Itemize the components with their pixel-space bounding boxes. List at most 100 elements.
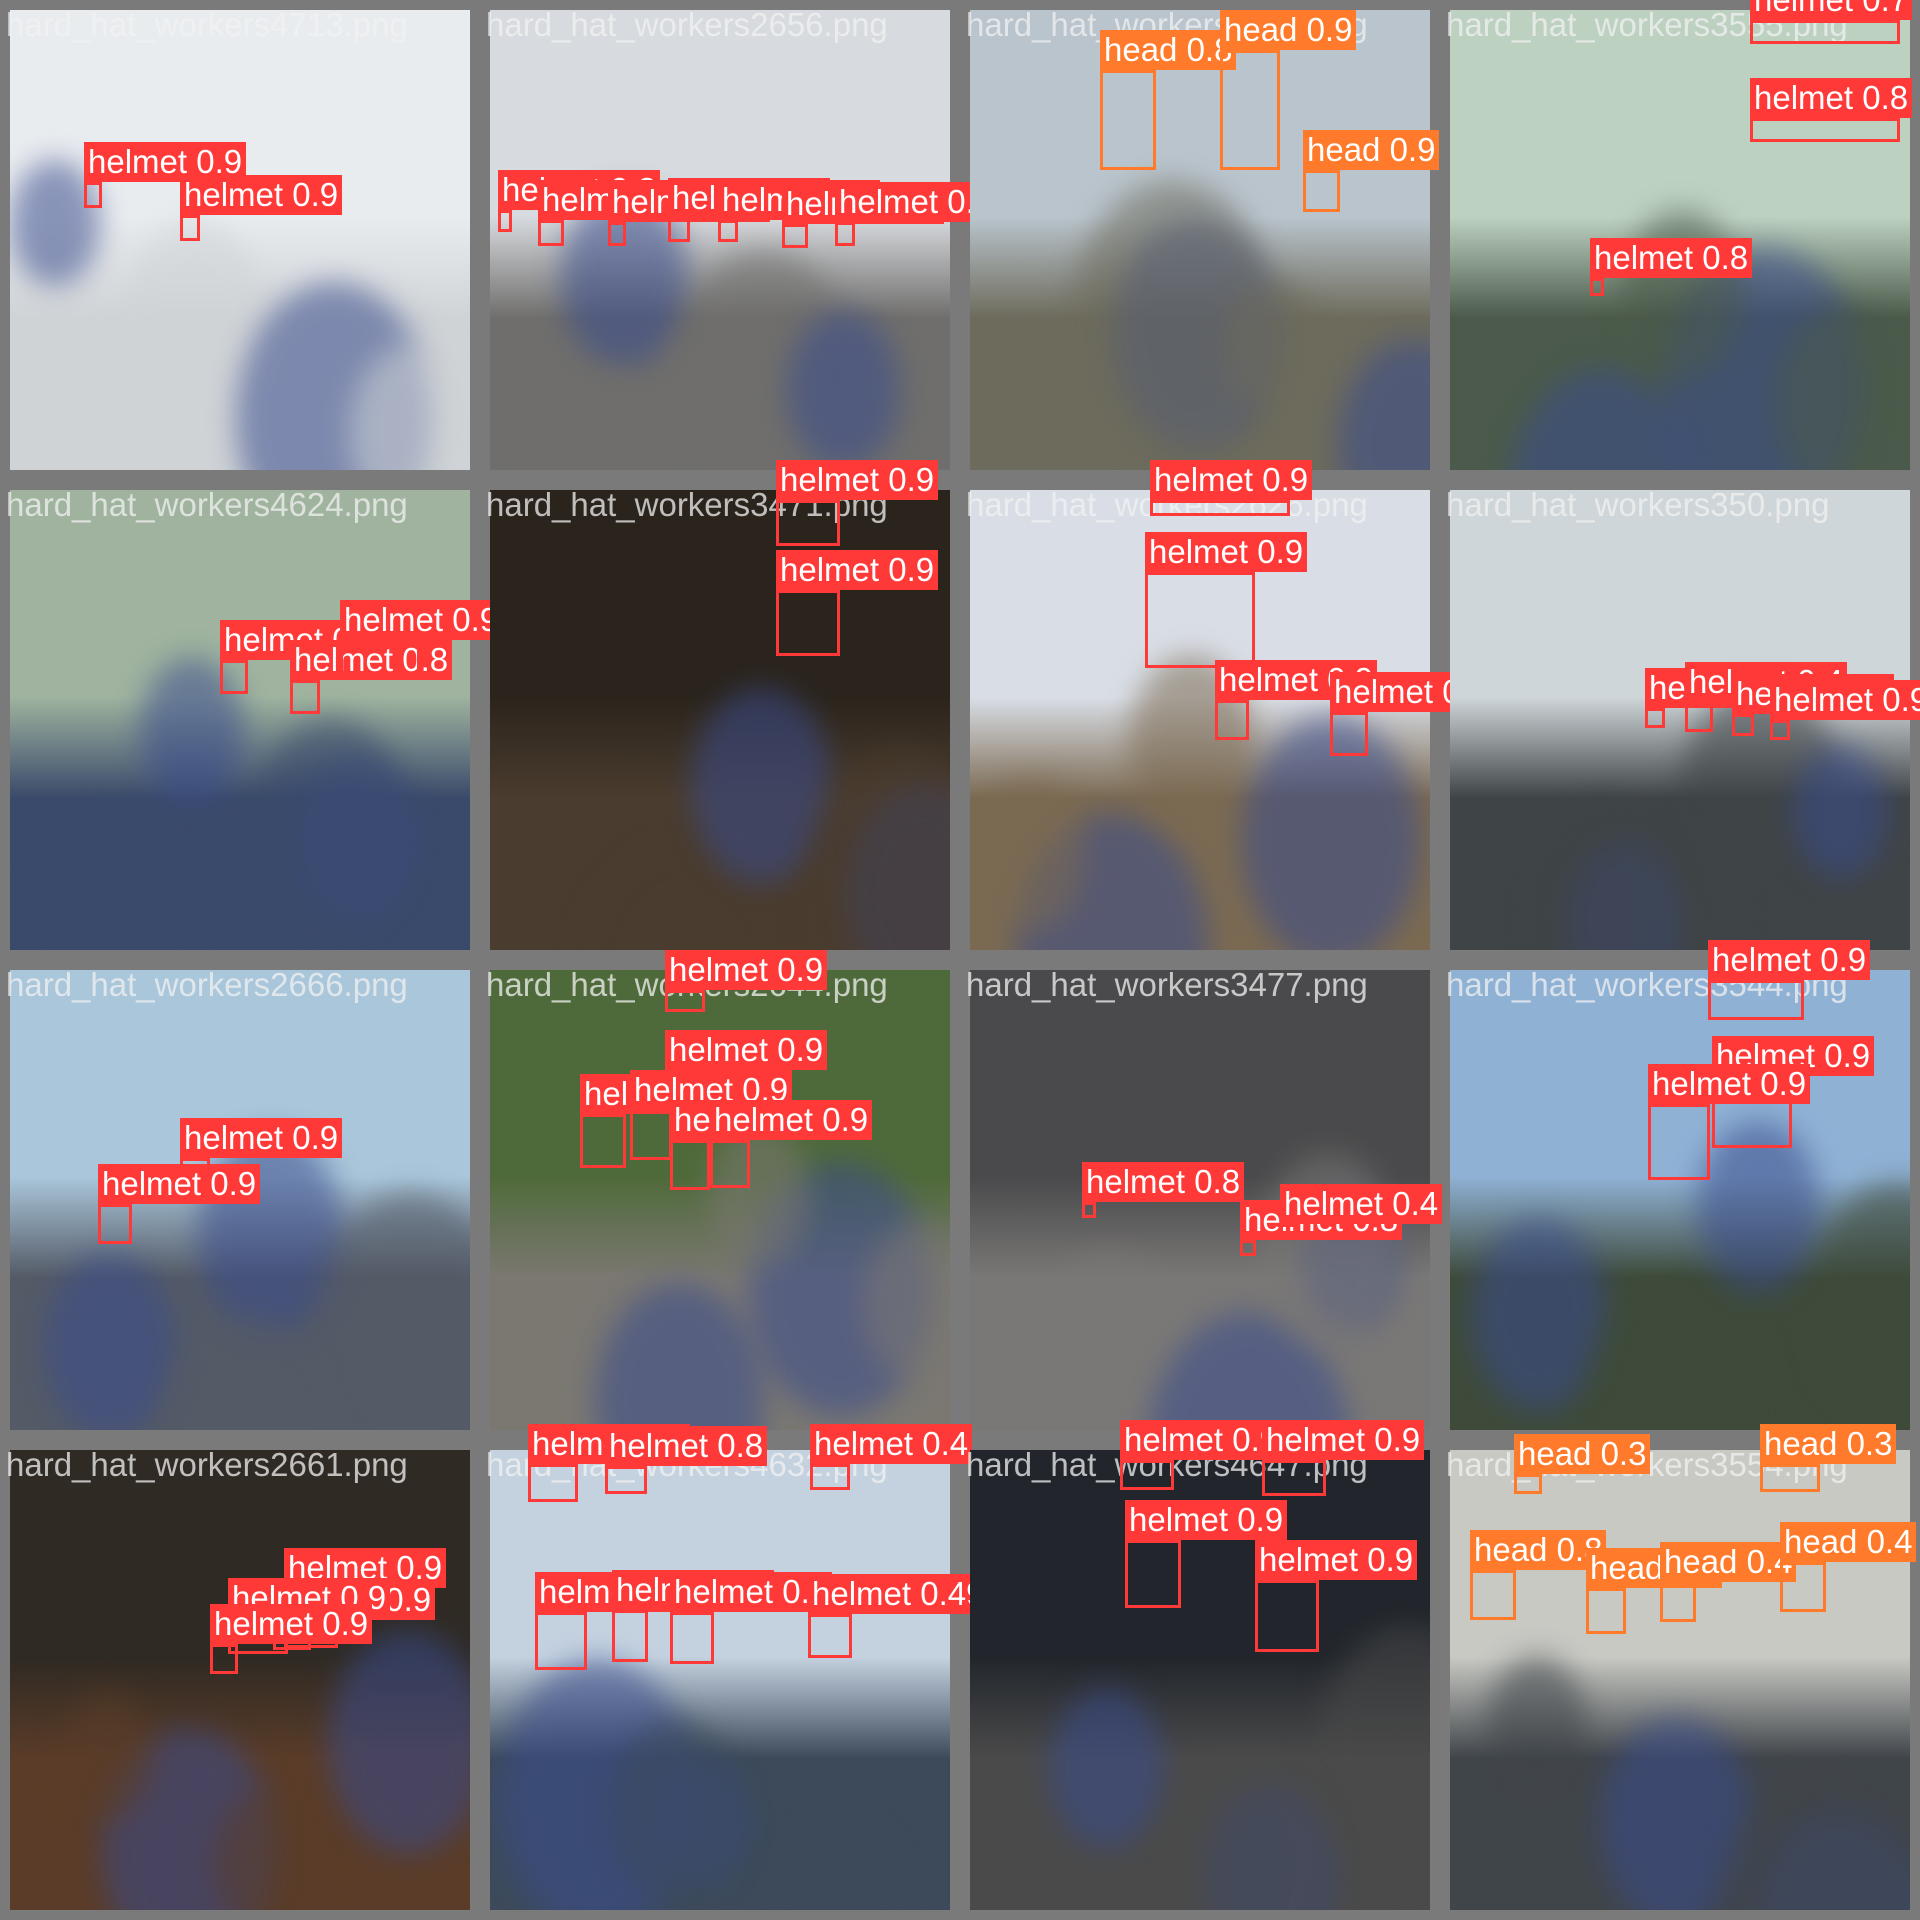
detection-label: helmet 0.9 (1125, 1500, 1288, 1540)
helmet-detection-box: helmet 0.4 (810, 1424, 973, 1490)
detection-label: helmet 0.9 (1150, 460, 1313, 500)
helmet-detection-box: helmet 0.8 (668, 178, 831, 242)
helmet-detection-box: helmet 0.9 (612, 1570, 775, 1662)
helmet-detection-box: helmet 0.9 (1215, 660, 1378, 740)
helmet-detection-box: helmet 0.9 (1708, 940, 1871, 1020)
helmet-detection-box: helmet 0.4 (1685, 662, 1848, 732)
scene-photo (490, 970, 950, 1430)
detection-label: helmet 0.8 (1082, 1162, 1245, 1202)
image-filename: hard_hat_workers4713.png (6, 6, 408, 43)
detection-label: helmet 0.9 (1255, 1540, 1418, 1580)
image-filename: hard_hat_workers2666.png (6, 966, 408, 1003)
detection-label: helmet 0.4 (1280, 1184, 1443, 1224)
helmet-detection-box: helmet 0.8 (535, 1572, 698, 1670)
detection-label: helmet 0.9 (1708, 940, 1871, 980)
helmet-detection-box: helmet 0.9 (630, 1070, 793, 1160)
image-tile: hard_hat_workers3477.png helmet 0.8 helmet… (960, 960, 1443, 1440)
helmet-detection-box: helmet 0.9 (180, 175, 343, 241)
helmet-detection-box: helmet 0.9 (1648, 1064, 1811, 1180)
helmet-detection-box: helmet 0.49 (808, 1574, 989, 1658)
image-filename: hard_hat_workers2661.png (6, 1446, 408, 1483)
helmet-detection-box: helmet 0.9 (210, 1604, 373, 1674)
helmet-detection-box: helmet 0.9 (718, 180, 881, 242)
helmet-detection-box: helmet 0.8 (528, 1424, 691, 1502)
detection-label: helmet 0.9 (665, 950, 828, 990)
detection-label: head 0.4 (1660, 1542, 1797, 1582)
detection-label: helmet 0.9 (180, 175, 343, 215)
detection-label: head 0.3 (1760, 1424, 1897, 1464)
detection-label: helmet 0.9 (340, 600, 503, 640)
detection-label: head 0.8 (1470, 1530, 1607, 1570)
detection-label: helmet 0.9 (776, 550, 939, 590)
detection-label: helmet 0.9 (1145, 532, 1308, 572)
image-tile: hard_hat_workers3471.png helmet 0.9 helmet… (480, 460, 960, 960)
detection-label: helmet 0.8 (1590, 238, 1753, 278)
detection-label: helmet 0.8 (1750, 78, 1913, 118)
helmet-detection-box: helmet 0.9 (84, 142, 247, 208)
detection-label: helmet 0.9 (710, 1100, 873, 1140)
helmet-detection-box: helmet 0.9 (782, 184, 945, 248)
detection-label: helmet 0.9 (1770, 680, 1920, 720)
head-detection-box: head 0.9 (1220, 10, 1357, 170)
helmet-detection-box: helmet 0.9 (180, 1118, 343, 1186)
helmet-detection-box: helmet 0.3 (1732, 674, 1895, 736)
helmet-detection-box: helmet 0.9 (340, 600, 503, 680)
helmet-detection-box: helmet 0.7 (1750, 0, 1913, 44)
helmet-detection-box: helmet 0.9 (670, 1100, 833, 1190)
helmet-detection-box: helmet 0.8 (498, 170, 661, 232)
detection-label: head 0.3 (1514, 1434, 1651, 1474)
scene-photo (490, 1450, 950, 1910)
detection-label: helmet 0.9 (98, 1164, 261, 1204)
helmet-detection-box: helmet 0.9 (776, 460, 939, 546)
detection-label: helmet 0.8 (290, 640, 453, 680)
scene-photo (1450, 490, 1910, 950)
helmet-detection-box: helmet 0.9 (1120, 1420, 1283, 1490)
head-detection-box: head 0.3 (1760, 1424, 1897, 1492)
scene-photo (970, 10, 1430, 470)
scene-photo (1450, 1450, 1910, 1910)
detection-label: helmet 0.9 (835, 182, 998, 222)
helmet-detection-box: helmet 0.8 (605, 1426, 768, 1494)
head-detection-box: head 0.8 (1470, 1530, 1607, 1620)
detection-label: helmet 0.9 (1120, 1420, 1283, 1460)
helmet-detection-box: helmet 0.8 (1750, 78, 1913, 142)
detection-label: helmet 0.9 (665, 1030, 828, 1070)
head-detection-box: head 0.8 (1586, 1548, 1723, 1634)
helmet-detection-box: helmet 0.9 (710, 1100, 873, 1188)
helmet-detection-box: helmet 0.9 (1770, 680, 1920, 740)
helmet-detection-box: helmet 0.9 (580, 1074, 743, 1168)
scene-photo (970, 1450, 1430, 1910)
detection-label: helmet 0.7 (1750, 0, 1913, 20)
scene-photo (10, 970, 470, 1430)
helmet-detection-box: helmet 0.9 (776, 550, 939, 656)
helmet-detection-box: helmet 0.8 (1240, 1200, 1403, 1256)
helmet-detection-box: helmet 0.4 (1280, 1184, 1443, 1240)
helmet-detection-box: helmet 0.9 (1255, 1540, 1418, 1652)
helmet-detection-box: helmet 0.9 (1262, 1420, 1425, 1496)
detection-label: head 0.4 (1780, 1522, 1917, 1562)
helmet-detection-box: helmet 0.9 (835, 182, 998, 246)
helmet-detection-box: helmet 0.9 (1125, 1500, 1288, 1608)
scene-photo (490, 490, 950, 950)
helmet-detection-box: helmet 0.9 (538, 180, 701, 246)
helmet-detection-box: helmet 0.9 (220, 620, 383, 694)
scene-photo (10, 10, 470, 470)
image-filename: hard_hat_workers2656.png (486, 6, 888, 43)
helmet-detection-box: helmet 0.8 (1082, 1162, 1245, 1218)
detection-label: helmet 0.9 (1262, 1420, 1425, 1460)
helmet-detection-box: helmet 0.9 (98, 1164, 261, 1244)
image-filename: hard_hat_workers4624.png (6, 486, 408, 523)
image-tile: hard_hat_workers4647.png helmet 0.9 helmet… (960, 1420, 1440, 1920)
head-detection-box: head 0.4 (1660, 1542, 1797, 1622)
helmet-detection-box: helmet 0.9 (1145, 532, 1308, 668)
image-filename: hard_hat_workers3477.png (966, 966, 1368, 1003)
helmet-detection-box: helmet 0.9 (670, 1572, 833, 1664)
helmet-detection-box: helmet 0.4 (1645, 668, 1808, 728)
